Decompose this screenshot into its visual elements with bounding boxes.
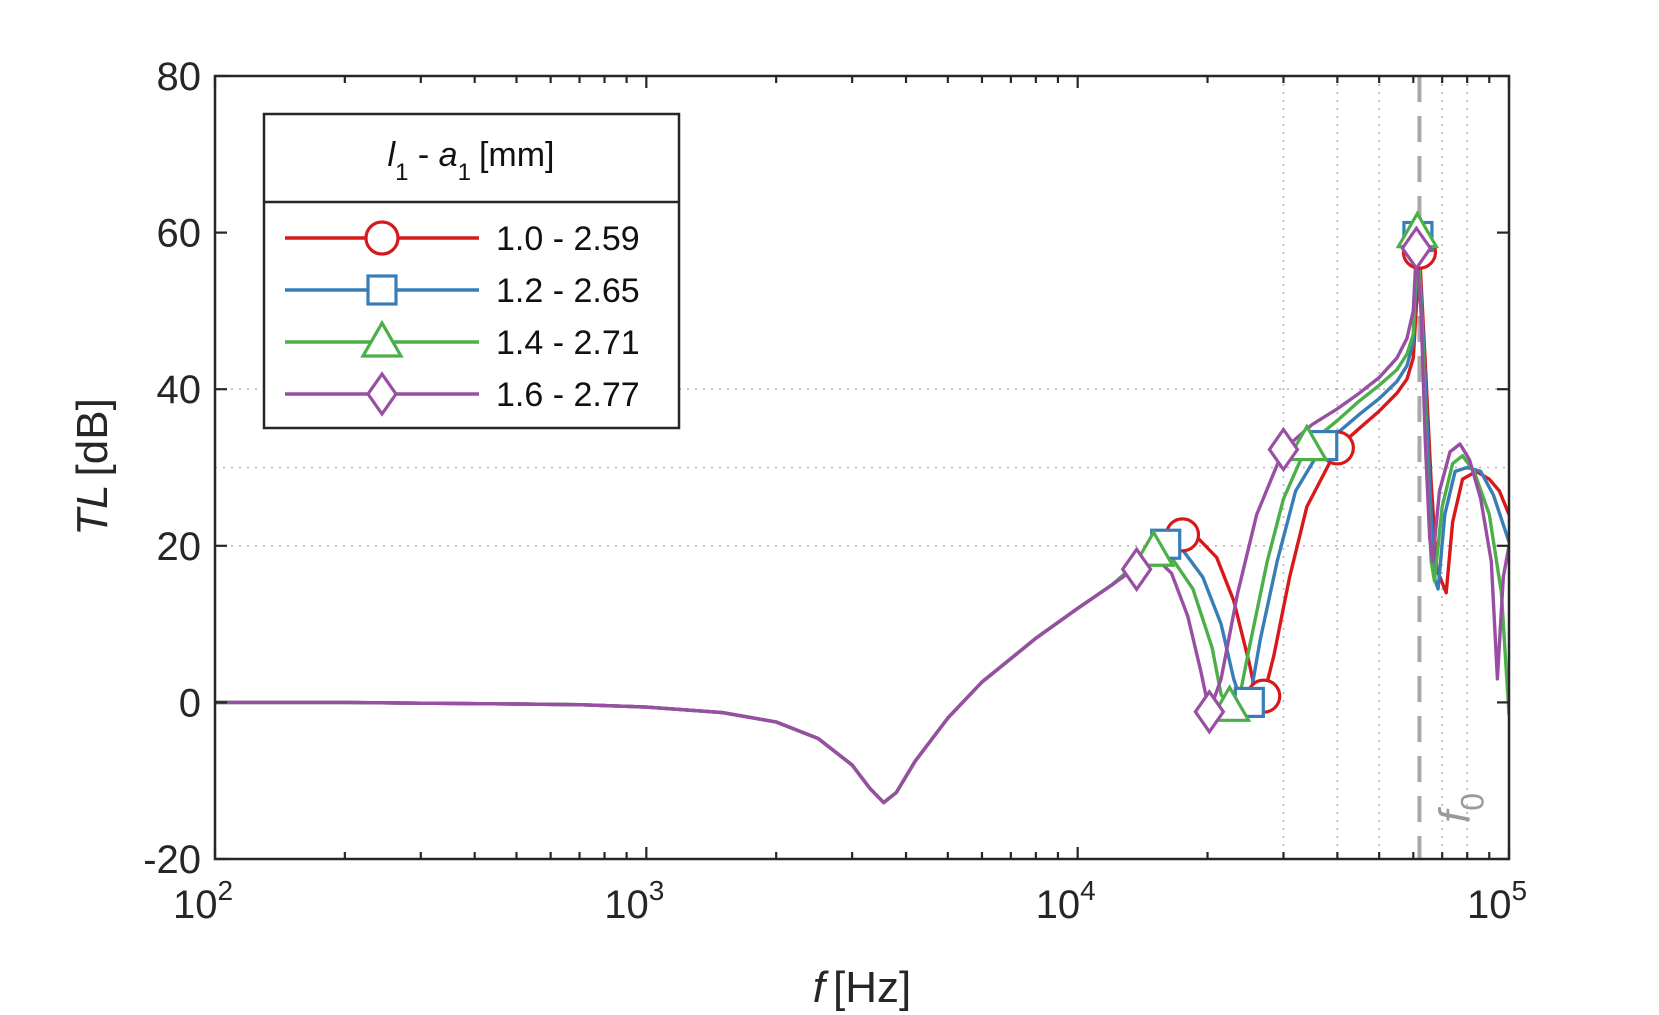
legend-box: [262, 112, 681, 430]
legend-label-1: 1.0 - 2.59: [496, 220, 640, 258]
legend-marker-2: [366, 274, 398, 306]
plot-frame: [213, 74, 1511, 861]
x-tick-label: 105: [1467, 875, 1527, 927]
y-axis-label-symbol: TL: [68, 484, 117, 535]
series-4-marker: [1193, 689, 1226, 735]
y-tick-label: 0: [179, 681, 201, 725]
series-layer: [215, 230, 1509, 805]
y-tick-label: 40: [157, 368, 202, 412]
legend-marker-3: [360, 319, 404, 358]
tick-layer: 102 103 104 105 -20 0 20 40 60 80: [143, 55, 1527, 927]
x-axis-label-unit: [Hz]: [833, 963, 911, 1012]
y-tick-label: 80: [157, 55, 202, 99]
legend-entries: 1.0 - 2.59 1.2 - 2.65 1.4 - 2.71 1.6 - 2.77: [285, 220, 640, 417]
series-4-marker: [1120, 546, 1153, 593]
series-3-marker: [1131, 529, 1176, 567]
legend-title: l1 - a1 [mm]: [388, 136, 555, 186]
legend-marker-4: [366, 371, 398, 417]
y-tick-label: 60: [157, 212, 202, 256]
y-axis-label-unit: [dB]: [68, 398, 117, 476]
legend-label-2: 1.2 - 2.65: [496, 272, 640, 310]
legend-marker-1: [364, 220, 400, 256]
legend-label-3: 1.4 - 2.71: [496, 324, 640, 362]
y-tick-label: 20: [157, 525, 202, 569]
x-tick-label: 103: [604, 875, 664, 927]
y-axis-label: TL [dB]: [68, 398, 117, 536]
legend-label-4: 1.6 - 2.77: [496, 376, 640, 414]
series-4-marker: [1400, 225, 1433, 272]
legend: l1 - a1 [mm] 1.0 - 2.59 1.2 - 2.65 1.4 - 2.…: [262, 112, 681, 430]
marker-layer: [1120, 210, 1440, 735]
y-tick-label: -20: [143, 838, 201, 882]
x-tick-label: 104: [1036, 875, 1096, 927]
x-tick-label: 102: [173, 875, 233, 927]
series-4-marker: [1267, 426, 1300, 473]
